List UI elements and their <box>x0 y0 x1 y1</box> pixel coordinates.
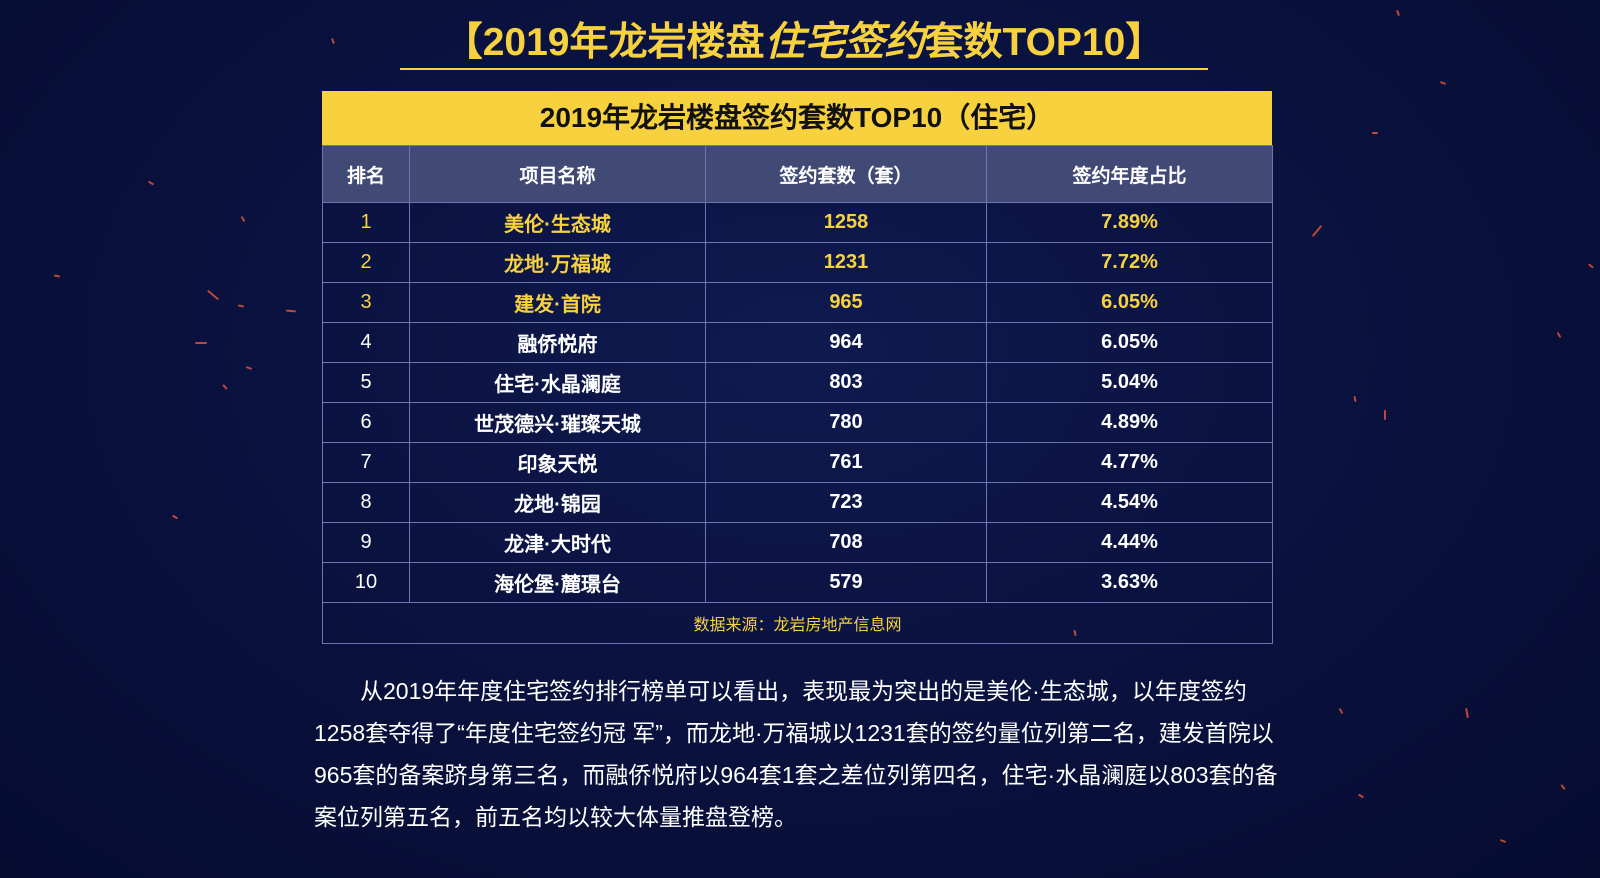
table-row: 4 融侨悦府 964 6.05% <box>322 322 1273 363</box>
table-caption: 2019年龙岩楼盘签约套数TOP10（住宅） <box>322 91 1272 145</box>
share-cell: 6.05% <box>986 282 1273 323</box>
spark <box>1499 839 1507 843</box>
table-row: 3 建发·首院 965 6.05% <box>322 282 1273 323</box>
column-header-rank: 排名 <box>322 145 410 203</box>
count-cell: 723 <box>705 482 987 523</box>
share-cell: 4.77% <box>986 442 1273 483</box>
summary-text: 从2019年年度住宅签约排行榜单可以看出，表现最为突出的是美伦·生态城，以年度签… <box>314 678 1278 830</box>
count-cell: 964 <box>705 322 987 363</box>
project-name-cell: 世茂德兴·璀璨天城 <box>409 402 706 443</box>
spark <box>1384 410 1386 420</box>
rank-cell: 4 <box>322 322 410 363</box>
rank-cell: 10 <box>322 562 410 603</box>
share-cell: 4.44% <box>986 522 1273 563</box>
spark <box>1439 81 1447 85</box>
project-name-cell: 印象天悦 <box>409 442 706 483</box>
table-row: 10 海伦堡·麓璟台 579 3.63% <box>322 562 1273 603</box>
count-cell: 780 <box>705 402 987 443</box>
project-name-cell: 融侨悦府 <box>409 322 706 363</box>
table-row: 8 龙地·锦园 723 4.54% <box>322 482 1273 523</box>
spark <box>171 514 179 520</box>
data-source-note: 数据来源：龙岩房地产信息网 <box>322 602 1273 644</box>
rank-cell: 3 <box>322 282 410 323</box>
share-cell: 6.05% <box>986 322 1273 363</box>
share-cell: 7.72% <box>986 242 1273 283</box>
table-row: 2 龙地·万福城 1231 7.72% <box>322 242 1273 283</box>
count-cell: 1231 <box>705 242 987 283</box>
spark <box>1338 707 1344 715</box>
rank-cell: 2 <box>322 242 410 283</box>
project-name-cell: 龙津·大时代 <box>409 522 706 563</box>
summary-paragraph: 从2019年年度住宅签约排行榜单可以看出，表现最为突出的是美伦·生态城，以年度签… <box>314 670 1294 838</box>
spark <box>195 342 207 344</box>
rank-cell: 9 <box>322 522 410 563</box>
count-cell: 708 <box>705 522 987 563</box>
table-row: 7 印象天悦 761 4.77% <box>322 442 1273 483</box>
spark <box>53 274 61 278</box>
column-header-share: 签约年度占比 <box>986 145 1273 203</box>
spark <box>1560 784 1566 790</box>
spark <box>1353 395 1357 403</box>
count-cell: 761 <box>705 442 987 483</box>
table-row: 5 住宅·水晶澜庭 803 5.04% <box>322 362 1273 403</box>
share-cell: 3.63% <box>986 562 1273 603</box>
spark <box>237 304 245 308</box>
spark <box>1311 224 1323 238</box>
spark <box>206 289 220 301</box>
rank-cell: 1 <box>322 202 410 243</box>
rank-cell: 8 <box>322 482 410 523</box>
table-row: 1 美伦·生态城 1258 7.89% <box>322 202 1273 243</box>
table-row: 6 世茂德兴·璀璨天城 780 4.89% <box>322 402 1273 443</box>
table-row: 9 龙津·大时代 708 4.44% <box>322 522 1273 563</box>
share-cell: 4.54% <box>986 482 1273 523</box>
spark <box>240 215 246 223</box>
spark <box>1396 9 1400 17</box>
spark <box>1556 331 1562 339</box>
project-name-cell: 海伦堡·麓璟台 <box>409 562 706 603</box>
count-cell: 579 <box>705 562 987 603</box>
project-name-cell: 住宅·水晶澜庭 <box>409 362 706 403</box>
project-name-cell: 美伦·生态城 <box>409 202 706 243</box>
share-cell: 7.89% <box>986 202 1273 243</box>
title-prefix: 【2019年龙岩楼盘 <box>443 21 765 64</box>
spark <box>1588 263 1594 269</box>
spark <box>331 37 335 45</box>
title-script: 住宅签约 <box>764 18 925 65</box>
rank-cell: 6 <box>322 402 410 443</box>
count-cell: 803 <box>705 362 987 403</box>
spark <box>285 309 297 313</box>
table-source-row: 数据来源：龙岩房地产信息网 <box>322 602 1273 644</box>
spark <box>1465 707 1469 719</box>
page-title: 【2019年龙岩楼盘住宅签约套数TOP10】 <box>400 14 1208 70</box>
spark <box>147 180 155 186</box>
title-underline <box>400 68 1208 70</box>
spark <box>1372 132 1378 134</box>
column-header-name: 项目名称 <box>409 145 706 203</box>
spark <box>222 384 228 390</box>
project-name-cell: 龙地·锦园 <box>409 482 706 523</box>
spark <box>245 366 253 370</box>
project-name-cell: 建发·首院 <box>409 282 706 323</box>
count-cell: 1258 <box>705 202 987 243</box>
column-header-count: 签约套数（套） <box>705 145 987 203</box>
ranking-table: 2019年龙岩楼盘签约套数TOP10（住宅） 排名 项目名称 签约套数（套） 签… <box>322 91 1273 644</box>
spark <box>1357 793 1365 799</box>
share-cell: 4.89% <box>986 402 1273 443</box>
share-cell: 5.04% <box>986 362 1273 403</box>
rank-cell: 5 <box>322 362 410 403</box>
count-cell: 965 <box>705 282 987 323</box>
project-name-cell: 龙地·万福城 <box>409 242 706 283</box>
table-header-row: 排名 项目名称 签约套数（套） 签约年度占比 <box>322 145 1273 203</box>
title-suffix: 套数TOP10】 <box>924 21 1165 64</box>
rank-cell: 7 <box>322 442 410 483</box>
